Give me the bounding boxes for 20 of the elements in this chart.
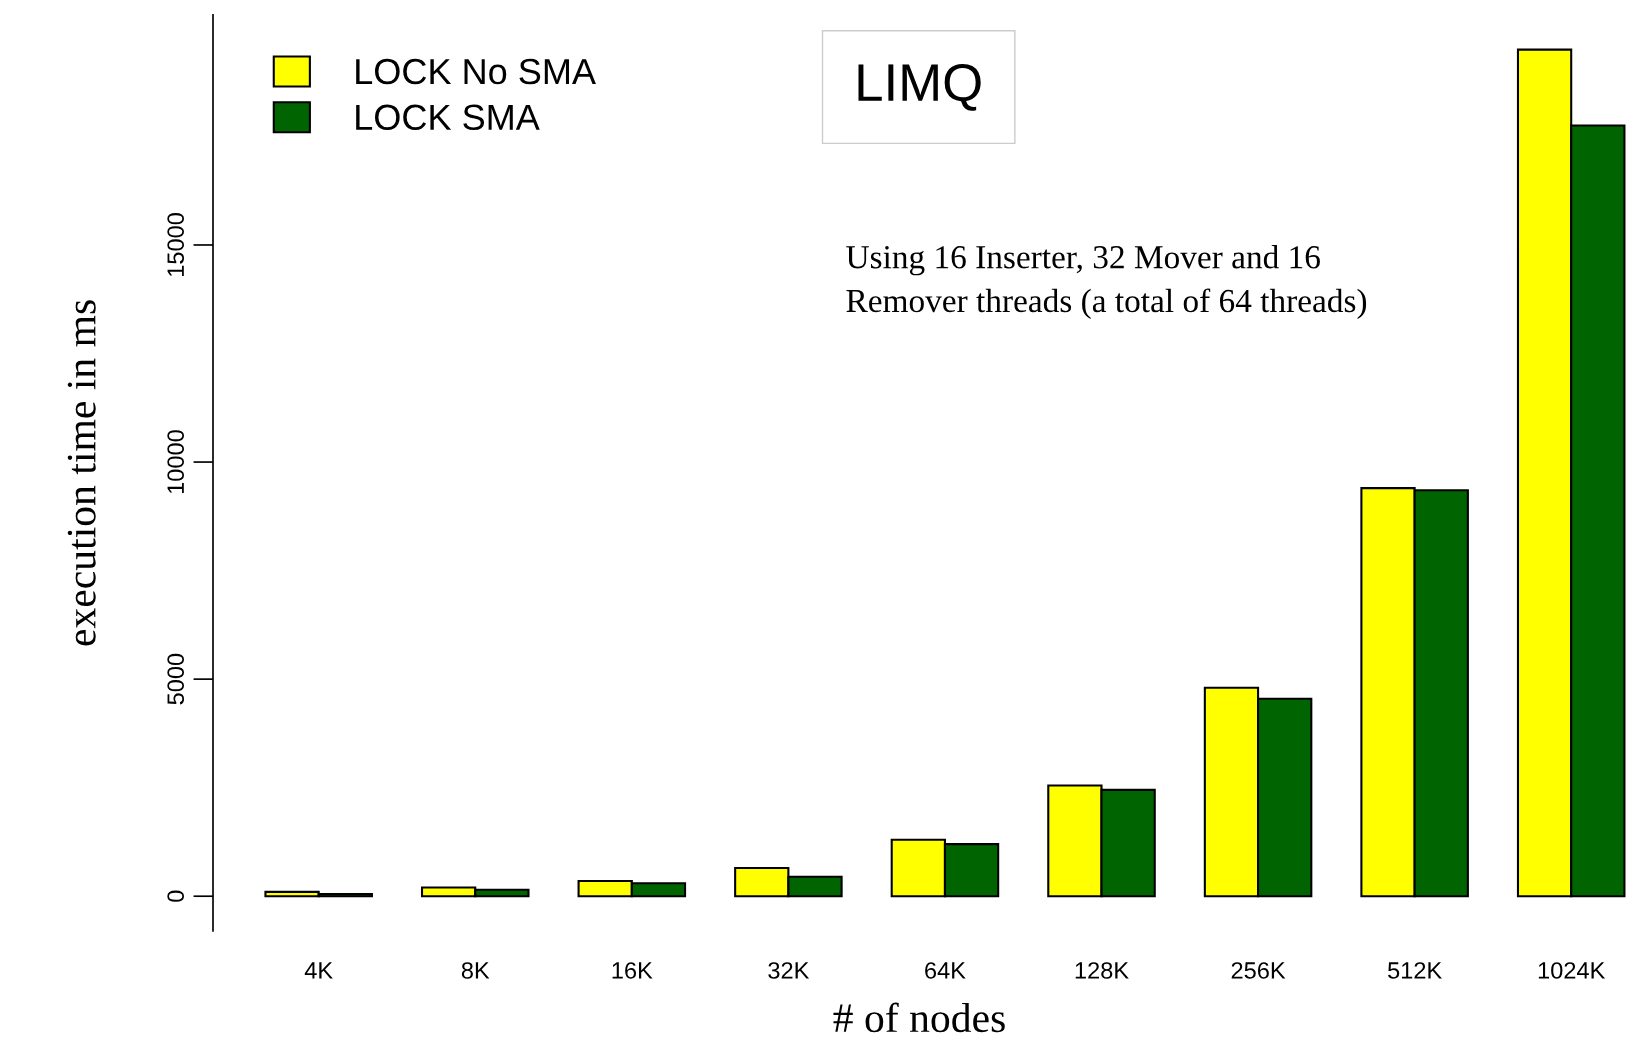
annotation: Using 16 Inserter, 32 Mover and 16 <box>846 245 1320 276</box>
legend-label: LOCK No SMA <box>356 58 596 85</box>
y-tick-label: 5000 <box>167 653 185 705</box>
x-tick-label: 512K <box>1388 962 1442 979</box>
x-tick-label: 8K <box>461 962 490 979</box>
y-axis-title: execution time in ms <box>67 300 96 646</box>
x-axis-title: # of nodes <box>833 1002 1005 1033</box>
text: LIMQ <box>858 63 981 111</box>
legend-label: LOCK SMA <box>356 104 540 131</box>
y-tick-label: 10000 <box>167 430 185 494</box>
x-tick-label: 1024K <box>1538 962 1606 979</box>
annotation: Remover threads (a total of 64 threads) <box>846 288 1367 320</box>
x-tick-label: 4K <box>304 962 333 979</box>
x-tick-label: 256K <box>1231 962 1286 979</box>
x-tick-label: 32K <box>768 962 810 979</box>
x-tick-label: 64K <box>925 962 966 979</box>
y-tick-label: 15000 <box>167 213 185 276</box>
y-tick-label: 0 <box>167 890 185 902</box>
x-tick-label: 16K <box>612 962 653 979</box>
x-tick-label: 128K <box>1075 962 1129 979</box>
